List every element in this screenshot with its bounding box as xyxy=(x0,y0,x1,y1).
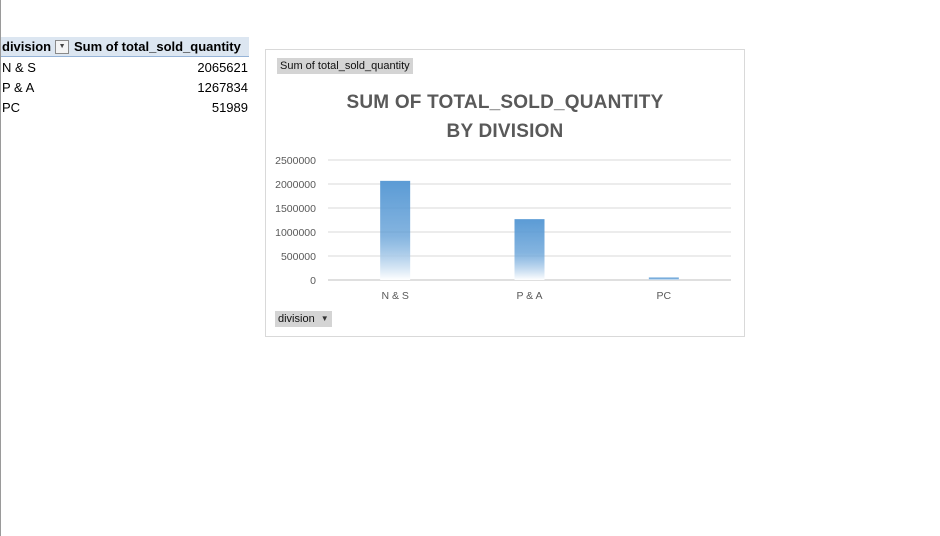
chart-title-line-2: BY DIVISION xyxy=(446,121,564,142)
axis-field-label: division xyxy=(278,313,315,325)
y-tick-label: 1000000 xyxy=(275,227,316,239)
bar[interactable] xyxy=(514,219,545,280)
sheet-left-border xyxy=(0,0,1,536)
bar[interactable] xyxy=(380,180,411,280)
value-field-button[interactable]: Sum of total_sold_quantity xyxy=(277,58,413,74)
pivot-table: division ▼ Sum of total_sold_quantity N … xyxy=(1,37,249,117)
row-filter-button[interactable]: ▼ xyxy=(55,39,70,54)
y-tick-label: 0 xyxy=(310,275,316,287)
filter-dropdown-icon: ▼ xyxy=(58,43,66,50)
pivot-row-label[interactable]: N & S xyxy=(2,59,36,75)
pivot-row[interactable]: P & A 1267834 xyxy=(1,77,249,97)
chart-title[interactable]: SUM OF TOTAL_SOLD_QUANTITY BY DIVISION xyxy=(266,88,744,146)
pivot-row-value[interactable]: 51989 xyxy=(211,99,248,115)
pivot-row-value[interactable]: 2065621 xyxy=(197,59,248,75)
y-tick-label: 2000000 xyxy=(275,179,316,191)
pivot-row[interactable]: PC 51989 xyxy=(1,97,249,117)
y-tick-label: 1500000 xyxy=(275,203,316,215)
division-header-cell[interactable]: division ▼ xyxy=(1,39,71,54)
pivot-row-label[interactable]: PC xyxy=(2,99,21,115)
pivot-row-label[interactable]: P & A xyxy=(2,79,35,95)
chart-title-line-1: SUM OF TOTAL_SOLD_QUANTITY xyxy=(346,92,664,113)
axis-field-button[interactable]: division ▼ xyxy=(275,311,332,327)
x-tick-label: PC xyxy=(657,290,672,302)
pivot-chart[interactable]: Sum of total_sold_quantity SUM OF TOTAL_… xyxy=(265,49,745,337)
value-field-label: Sum of total_sold_quantity xyxy=(280,60,410,72)
bar[interactable] xyxy=(648,277,679,280)
division-header-label: division xyxy=(2,39,52,54)
pivot-row[interactable]: N & S 2065621 xyxy=(1,57,249,77)
y-tick-label: 2500000 xyxy=(275,155,316,167)
x-tick-label: P & A xyxy=(516,290,542,302)
chevron-down-icon: ▼ xyxy=(320,314,329,323)
x-tick-label: N & S xyxy=(381,290,408,302)
pivot-row-value[interactable]: 1267834 xyxy=(197,79,248,95)
y-tick-label: 500000 xyxy=(281,251,316,263)
plot-area[interactable]: 0 500000 1000000 1500000 2000000 2500000 N & S… xyxy=(266,50,744,336)
sum-header-cell[interactable]: Sum of total_sold_quantity xyxy=(74,39,241,54)
pivot-header-row: division ▼ Sum of total_sold_quantity xyxy=(1,37,249,57)
